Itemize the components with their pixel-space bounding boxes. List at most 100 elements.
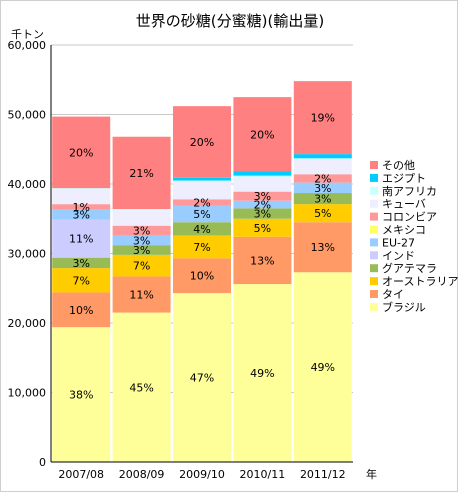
data-label: 2%	[254, 199, 271, 212]
bar-segment	[173, 181, 231, 200]
bar-segment	[112, 136, 171, 210]
bar-segment	[52, 189, 111, 205]
data-label: 11%	[129, 289, 153, 302]
x-axis-ticks: 2007/08 2008/09 2009/10 2010/11 2011/12	[58, 468, 345, 481]
legend-label: 南アフリカ	[382, 185, 437, 198]
bar-segment	[233, 208, 292, 219]
x-tick-label: 2008/09	[119, 468, 165, 481]
data-label: 3%	[133, 234, 150, 247]
bar-segment	[52, 327, 111, 462]
bar-segment	[112, 245, 171, 255]
bar-segment	[173, 180, 231, 182]
data-label: 13%	[311, 241, 335, 254]
data-label: 2%	[314, 172, 331, 185]
data-label: 1%	[72, 201, 89, 214]
bar-stacks	[52, 81, 352, 462]
y-tick-label: 60,000	[8, 39, 47, 52]
data-label: 20%	[69, 146, 93, 159]
legend-swatch	[370, 264, 378, 273]
data-label: 10%	[190, 270, 214, 283]
data-label: 5%	[193, 208, 210, 221]
legend-swatch	[370, 238, 378, 247]
bar-segment	[293, 174, 352, 183]
data-label: 45%	[129, 381, 153, 394]
bar-segment	[112, 276, 171, 313]
data-label: 5%	[314, 207, 331, 220]
bar-segment	[233, 218, 292, 237]
legend-label: コロンビア	[382, 211, 437, 224]
legend-label: キューバ	[382, 198, 426, 211]
data-label: 19%	[311, 112, 335, 125]
bar-segment	[293, 272, 352, 462]
bar-segment	[173, 293, 231, 462]
bar-segment	[293, 159, 352, 175]
bar-segment	[52, 257, 111, 269]
legend-swatch	[370, 173, 378, 182]
legend-swatch	[370, 251, 378, 260]
bar-segment	[112, 312, 171, 462]
x-tick-label: 2007/08	[58, 468, 104, 481]
bar-segment	[233, 200, 292, 209]
data-label: 13%	[250, 254, 274, 267]
bar-segment	[173, 199, 231, 206]
bar-segment	[233, 175, 292, 178]
bar-segment	[173, 205, 231, 223]
legend-swatch	[370, 302, 378, 311]
data-label: 49%	[250, 367, 274, 380]
legend-swatch	[370, 212, 378, 221]
bar-segment	[173, 235, 231, 259]
legend-label: オーストラリア	[382, 275, 458, 288]
bar-segment	[173, 177, 231, 181]
bar-segment	[293, 182, 352, 194]
bar-segment	[293, 154, 352, 159]
data-label: 2%	[193, 196, 210, 209]
x-tick-label: 2010/11	[240, 468, 286, 481]
data-label: 20%	[250, 128, 274, 141]
data-label: 3%	[133, 244, 150, 257]
data-label: 7%	[133, 260, 150, 273]
bar-segment	[233, 171, 292, 176]
legend-label: その他	[382, 159, 415, 172]
bar-segment	[52, 204, 111, 210]
legend-label: グアテマラ	[382, 261, 437, 275]
data-label: 10%	[69, 304, 93, 317]
bar-segment	[173, 258, 231, 294]
x-tick-label: 2011/12	[300, 468, 346, 481]
bar-segment	[173, 222, 231, 236]
bar-segment	[293, 81, 352, 155]
data-label: 7%	[72, 274, 89, 287]
bar-segment	[112, 225, 171, 236]
legend-label: ブラジル	[382, 300, 426, 314]
bar-segment	[293, 222, 352, 273]
data-label: 47%	[190, 372, 214, 385]
y-axis-ticks: 0 10,000 20,000 30,000 40,000 50,000 60,000	[8, 39, 47, 469]
bar-segment	[233, 284, 292, 462]
x-tick-label: 2009/10	[179, 468, 225, 481]
legend-label: エジプト	[382, 172, 426, 185]
data-label: 11%	[69, 233, 93, 246]
legend-swatch	[370, 277, 378, 286]
bar-segment	[52, 292, 111, 328]
legend-label: EU-27	[382, 236, 415, 249]
legend-swatch	[370, 290, 378, 298]
data-label: 49%	[311, 361, 335, 374]
bar-segment	[112, 235, 171, 246]
bar-segment	[52, 219, 111, 258]
y-tick-label: 0	[39, 456, 46, 469]
data-label: 3%	[254, 190, 271, 203]
data-label: 4%	[193, 223, 210, 236]
legend-label: インド	[382, 249, 415, 262]
legend: その他エジプト南アフリカキューバコロンビアメキシコEU-27インドグアテマラオー…	[370, 159, 458, 314]
bar-segment	[293, 193, 352, 205]
data-label: 3%	[72, 257, 89, 270]
y-tick-label: 40,000	[8, 178, 47, 191]
y-axis-label: 千トン	[11, 28, 44, 41]
legend-swatch	[370, 161, 378, 169]
data-label: 20%	[190, 136, 214, 149]
x-axis-label: 年	[366, 467, 377, 481]
bar-segment	[52, 268, 111, 293]
data-label: 3%	[72, 209, 89, 222]
legend-swatch	[370, 225, 378, 234]
bar-segment	[173, 106, 231, 178]
